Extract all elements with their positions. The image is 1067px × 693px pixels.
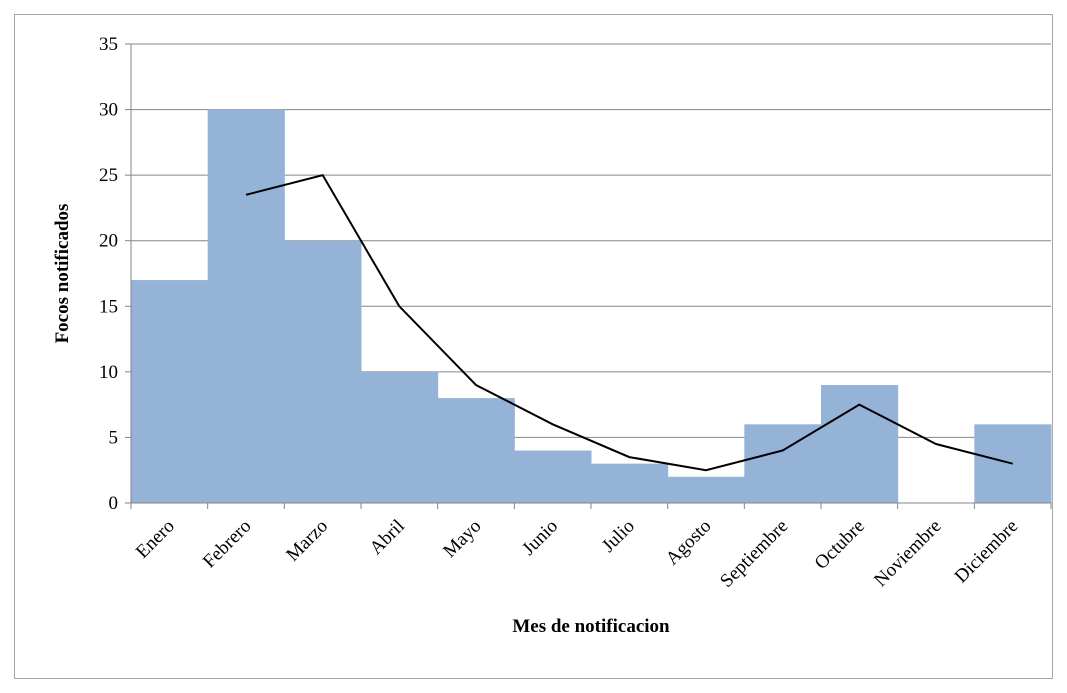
x-tick-label-junio: Junio (518, 516, 562, 560)
bar-julio (591, 463, 669, 503)
y-axis-title: Focos notificados (52, 204, 73, 344)
y-tick-label-30: 30 (99, 100, 118, 121)
bar-octubre (821, 384, 899, 503)
x-tick-label-enero: Enero (132, 516, 179, 563)
bar-diciembre (974, 424, 1052, 503)
bar-septiembre (744, 424, 822, 503)
y-tick-label-5: 5 (109, 427, 119, 448)
bar-junio (514, 450, 592, 503)
axes (125, 43, 1052, 509)
x-tick-label-diciembre: Diciembre (951, 516, 1023, 588)
x-tick-label-julio: Julio (598, 516, 639, 557)
y-tick-labels: 0 5 10 15 20 25 30 35 (99, 34, 118, 514)
bars (131, 109, 1052, 504)
bar-agosto (667, 476, 745, 503)
y-tick-label-0: 0 (109, 493, 119, 514)
bar-mayo (437, 398, 515, 503)
x-tick-label-agosto: Agosto (662, 516, 716, 570)
y-tick-label-25: 25 (99, 165, 118, 186)
trend-line (245, 173, 1013, 472)
bar-febrero (207, 109, 285, 504)
y-tick-label-35: 35 (99, 34, 118, 55)
y-tick-label-20: 20 (99, 231, 118, 252)
bar-enero (131, 280, 209, 503)
x-axis-title: Mes de notificacion (512, 616, 670, 637)
x-tick-label-marzo: Marzo (282, 516, 332, 566)
y-tick-label-15: 15 (99, 296, 118, 317)
x-tick-label-septiembre: Septiembre (716, 516, 792, 592)
x-tick-label-febrero: Febrero (199, 516, 256, 573)
bar-abril (361, 371, 439, 503)
x-tick-label-abril: Abril (366, 516, 409, 559)
x-tick-label-mayo: Mayo (439, 516, 485, 562)
y-tick-label-10: 10 (99, 362, 118, 383)
x-tick-label-noviembre: Noviembre (870, 516, 945, 591)
x-tick-label-octubre: Octubre (811, 516, 869, 574)
bar-marzo (284, 240, 362, 503)
x-tick-labels: Enero Febrero Marzo Abril Mayo Junio Julio Agos… (132, 516, 1022, 592)
trend-line-path (245, 173, 1013, 472)
